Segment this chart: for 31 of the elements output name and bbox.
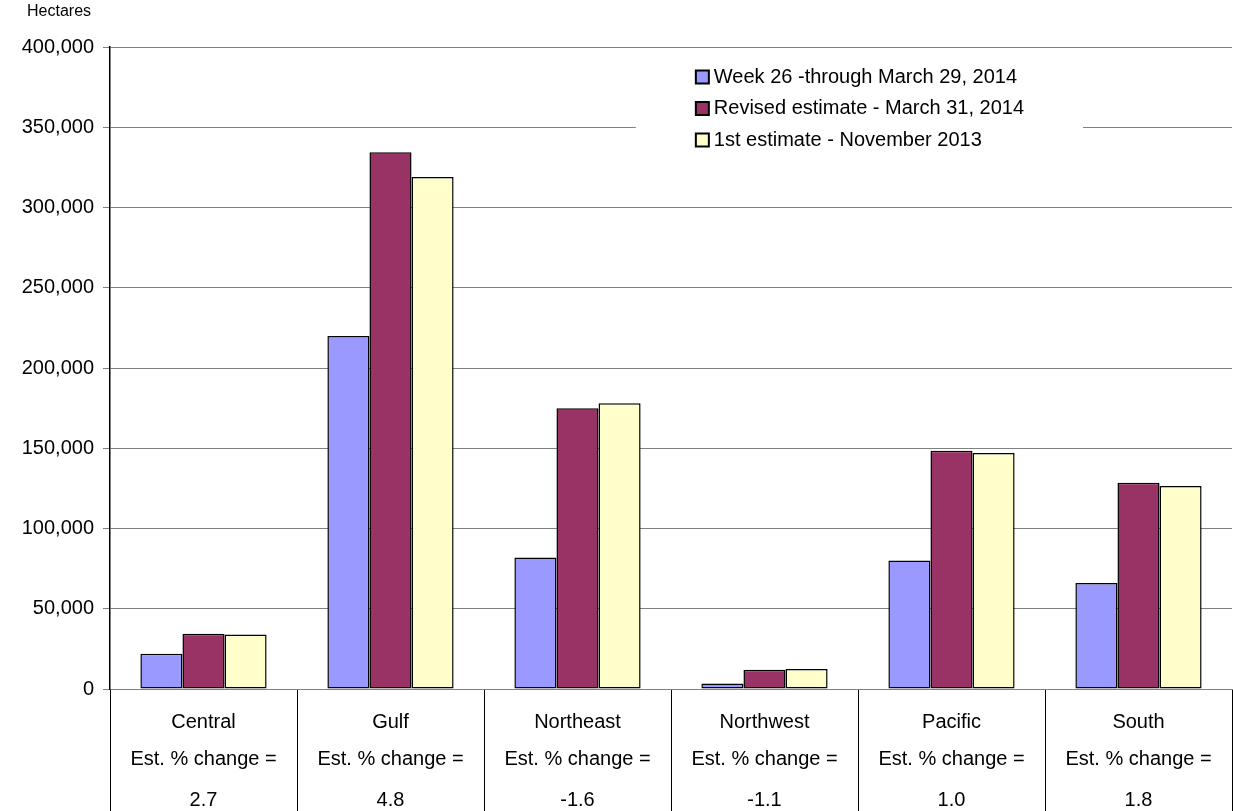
legend-label: Revised estimate - March 31, 2014 [713, 96, 1025, 119]
text: 2.7 [189, 787, 218, 810]
text: Est. % change = [1065, 746, 1212, 769]
text: Est. % change = [691, 746, 838, 769]
y-tick-label: 0 [82, 676, 94, 699]
text: 4.8 [376, 787, 405, 810]
text: -1.6 [560, 787, 595, 810]
text: Est. % change = [504, 746, 651, 769]
x-tick-label: Gulf [372, 709, 410, 732]
x-tick-label: Northeast [534, 709, 622, 732]
x-tick-label: South [1112, 709, 1165, 732]
legend-label: Week 26 -through March 29, 2014 [713, 64, 1018, 87]
y-tick-label: 50,000 [32, 596, 94, 619]
text: -1.1 [747, 787, 782, 810]
y-tick-label: 300,000 [21, 195, 94, 218]
y-tick-label: 350,000 [21, 114, 94, 137]
y-tick-label: 100,000 [21, 516, 94, 539]
y-tick-label: 150,000 [21, 435, 94, 458]
text: Est. % change = [878, 746, 1025, 769]
x-tick-label: Pacific [922, 709, 981, 732]
text: 1.8 [1124, 787, 1153, 810]
text: Est. % change = [130, 746, 277, 769]
y-tick-label: 250,000 [21, 275, 94, 298]
y-tick-label: 200,000 [21, 355, 94, 378]
x-tick-label: Central [171, 709, 236, 732]
x-tick-label: Northwest [719, 709, 810, 732]
y-axis-title: Hectares [27, 2, 92, 20]
text: Est. % change = [317, 746, 464, 769]
text: 1.0 [937, 787, 966, 810]
y-tick-label: 400,000 [21, 34, 94, 57]
legend-label: 1st estimate - November 2013 [713, 127, 982, 150]
